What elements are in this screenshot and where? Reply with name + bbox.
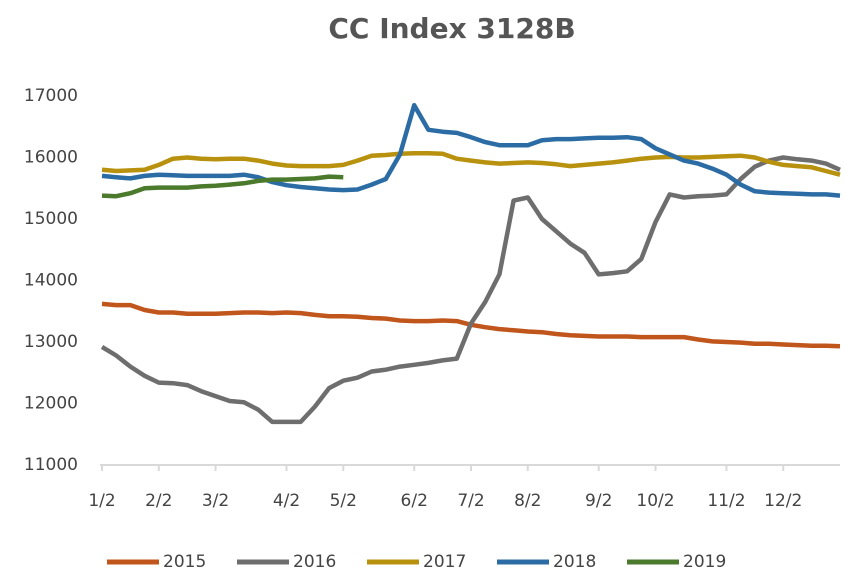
x-tick-label: 1/2 [88, 491, 115, 511]
chart-title: CC Index 3128B [328, 12, 575, 45]
x-tick-label: 2/2 [145, 491, 172, 511]
x-tick-label: 4/2 [273, 491, 300, 511]
y-tick-label: 17000 [24, 86, 78, 106]
x-tick-label: 10/2 [636, 491, 674, 511]
y-tick-label: 14000 [24, 271, 78, 291]
y-tick-label: 12000 [24, 394, 78, 414]
series-line [100, 155, 841, 425]
x-tick-label: 6/2 [401, 491, 428, 511]
x-tick-label: 3/2 [202, 491, 229, 511]
x-tick-label: 8/2 [514, 491, 541, 511]
x-tick-label: 9/2 [585, 491, 612, 511]
series-line [101, 150, 841, 177]
x-tick-label: 11/2 [707, 491, 745, 511]
legend-label: 2019 [683, 552, 726, 572]
x-tick-label: 7/2 [457, 491, 484, 511]
legend-label: 2015 [163, 552, 206, 572]
series-line [101, 174, 344, 199]
legend-label: 2016 [293, 552, 336, 572]
series-line [101, 102, 841, 198]
y-tick-label: 11000 [24, 455, 78, 475]
y-tick-label: 15000 [24, 209, 78, 229]
legend-label: 2017 [423, 552, 466, 572]
x-tick-label: 5/2 [330, 491, 357, 511]
legend-label: 2018 [553, 552, 596, 572]
y-tick-label: 16000 [24, 148, 78, 168]
x-tick-label: 12/2 [764, 491, 802, 511]
y-tick-label: 13000 [24, 332, 78, 352]
